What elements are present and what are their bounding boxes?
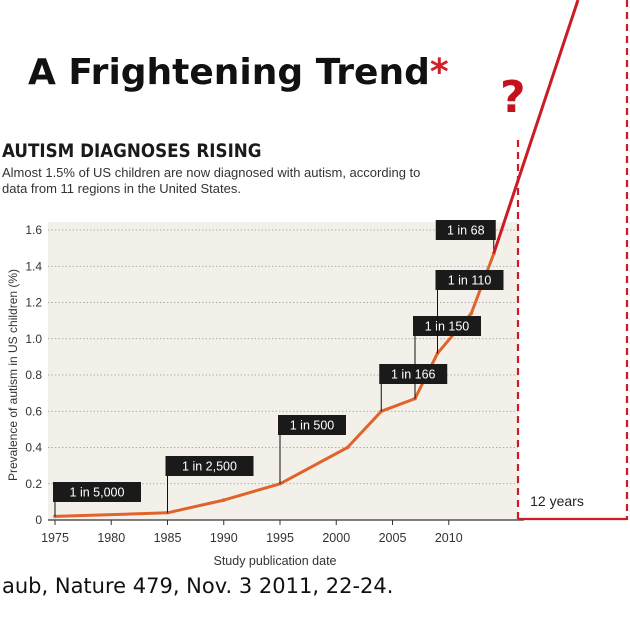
x-tick-label: 1990 [210,531,238,545]
plot-background [48,222,518,520]
question-mark: ? [500,72,526,123]
x-tick-label: 2005 [379,531,407,545]
annotation-label: 1 in 166 [391,368,436,382]
y-tick-label: 0.6 [25,404,42,418]
x-tick-label: 1995 [266,531,294,545]
x-axis-label: Study publication date [213,554,336,568]
projection-line [492,0,580,255]
y-axis-label: Prevalence of autism in US children (%) [6,269,20,481]
chart-subtitle: Almost 1.5% of US children are now diagn… [2,165,421,196]
y-tick-label: 0 [35,513,42,527]
projection-background [518,222,628,520]
x-tick-label: 2010 [435,531,463,545]
y-tick-label: 1.6 [25,223,42,237]
y-tick-label: 1.0 [25,332,42,346]
y-tick-label: 1.2 [25,296,42,310]
data-point [345,445,350,450]
y-tick-label: 0.8 [25,368,42,382]
annotation-box [435,270,504,290]
chart-title: AUTISM DIAGNOSES RISING [2,140,262,162]
annotation-box [413,316,481,336]
annotation-label: 1 in 500 [290,419,335,433]
projection-label: 12 years [530,493,584,509]
main-title-text: A Frightening Trend [28,52,430,93]
y-tick-label: 0.2 [25,477,42,491]
citation: aub, Nature 479, Nov. 3 2011, 22-24. [2,574,394,598]
annotation-box [278,415,346,435]
annotation-label: 1 in 110 [448,274,492,288]
title-asterisk: * [429,52,449,93]
annotation-label: 1 in 5,000 [70,486,125,500]
annotation-label: 1 in 68 [447,224,485,238]
annotation-box [379,364,448,384]
x-tick-label: 1980 [97,531,125,545]
y-tick-label: 1.4 [25,259,42,273]
annotation-box [435,220,496,240]
y-tick-label: 0.4 [25,441,42,455]
annotation-label: 1 in 150 [425,320,470,334]
main-title: A Frightening Trend* [28,52,449,93]
annotation-box [53,482,141,502]
data-point [469,311,474,316]
x-tick-label: 2000 [322,531,350,545]
annotation-box [165,456,254,476]
annotation-label: 1 in 2,500 [182,460,237,474]
x-tick-label: 1975 [41,531,69,545]
x-tick-label: 1985 [154,531,182,545]
data-point [221,498,226,502]
